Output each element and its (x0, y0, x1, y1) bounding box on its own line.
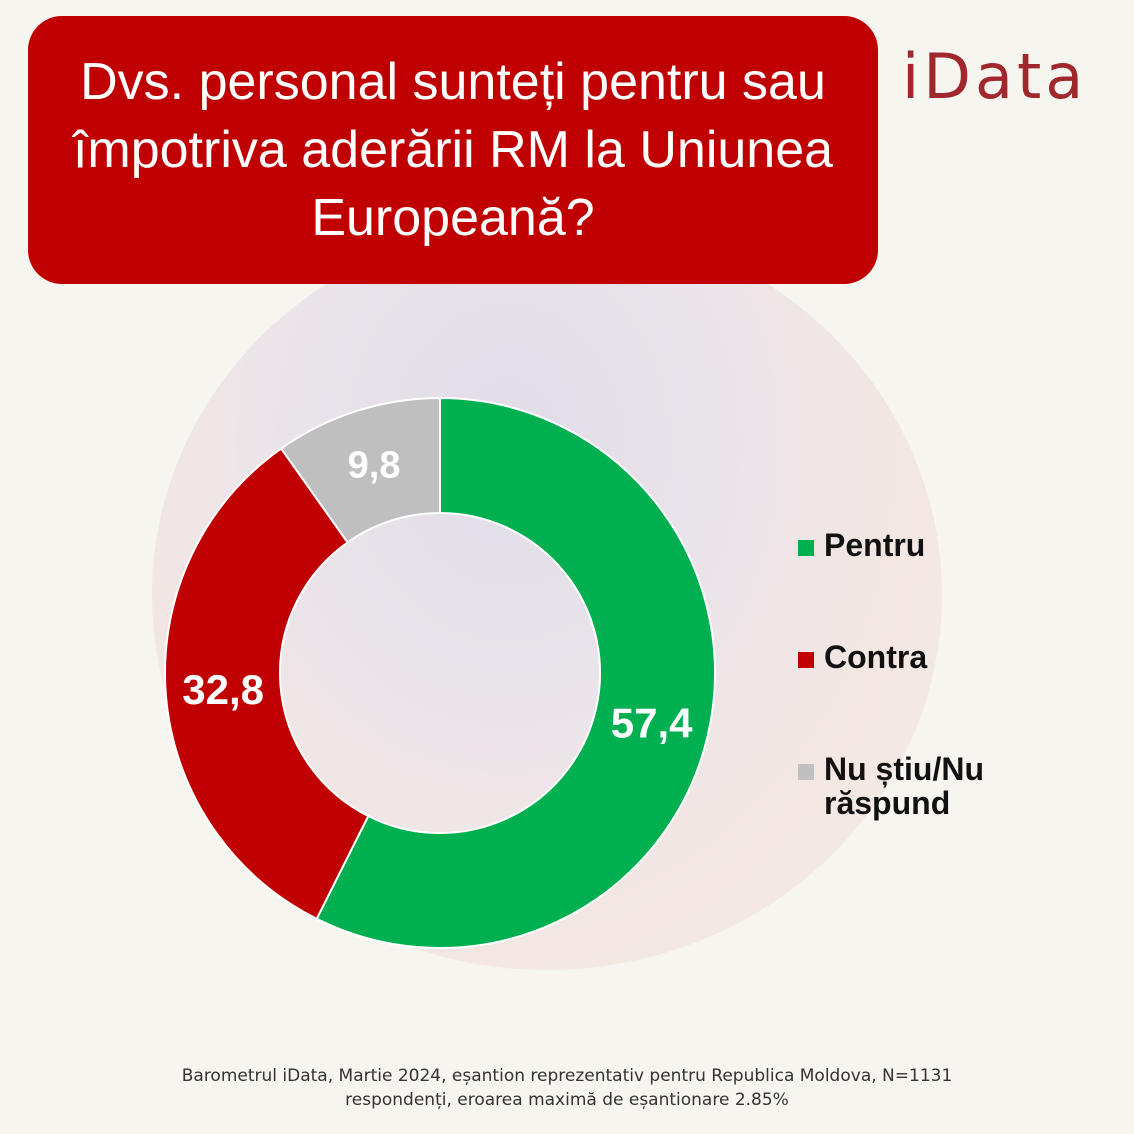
legend-label-pentru: Pentru (824, 527, 926, 563)
data-label-contra: 32,8 (182, 666, 264, 713)
legend-item-pentru: Pentru (798, 528, 1044, 562)
donut-slice-nu-stiu (279, 396, 441, 544)
legend-swatch-pentru (798, 540, 814, 556)
data-label-nu-stiu: 9,8 (348, 445, 401, 487)
idata-logo: iData (902, 40, 1088, 113)
title-banner: Dvs. personal sunteți pentru sau împotri… (28, 16, 878, 284)
footnote-line-2: respondenți, eroarea maximă de eșantiona… (345, 1090, 789, 1110)
data-label-pentru: 57,4 (611, 700, 693, 747)
donut-slice-contra (164, 447, 370, 921)
legend-label-nu-stiu: Nu știu/Nu răspund (824, 751, 984, 821)
donut-slice-pentru (315, 396, 716, 949)
legend-item-nu-stiu: Nu știu/Nu răspund (798, 752, 1044, 820)
legend-label-contra: Contra (824, 639, 928, 675)
legend-item-contra: Contra (798, 640, 1044, 674)
legend-swatch-contra (798, 652, 814, 668)
footnote-line-1: Barometrul iData, Martie 2024, eșantion … (181, 1066, 953, 1086)
chart-title: Dvs. personal sunteți pentru sau împotri… (72, 53, 834, 247)
footnote: Barometrul iData, Martie 2024, eșantion … (100, 1064, 1034, 1112)
legend-swatch-nu-stiu (798, 764, 814, 780)
